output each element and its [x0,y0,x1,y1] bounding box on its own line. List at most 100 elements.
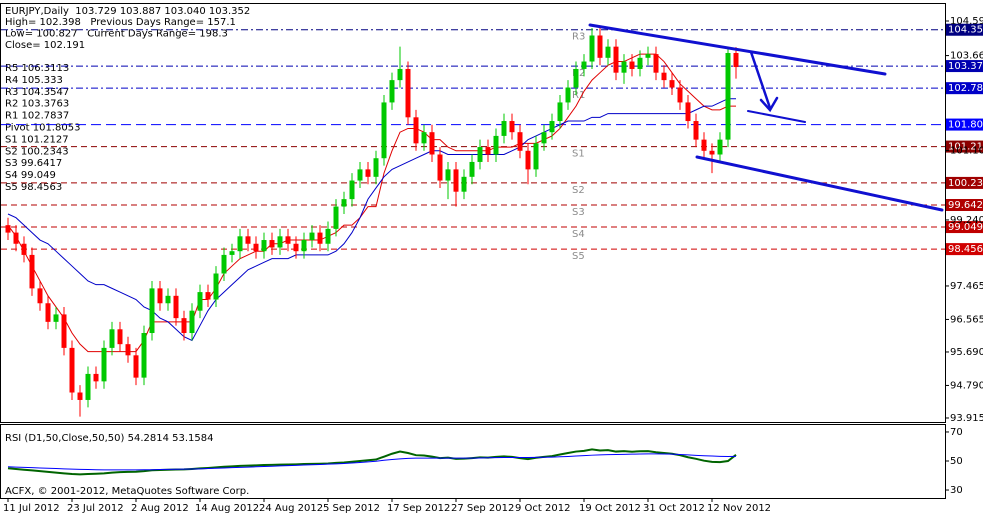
candle-body [629,61,635,69]
rsi-line [7,448,737,476]
candle-body [373,158,379,177]
candle-body [325,228,331,244]
candle-body [357,169,363,181]
price-box-label: 103.378 [948,61,983,72]
trend-line [695,155,944,212]
info-line: High= 102.398 Previous Days Range= 157.1 [5,17,236,28]
candle-body [245,236,251,244]
candle-body [125,344,131,356]
level-tag: S4 [572,229,585,240]
y-tick-label: 97.465 [950,281,983,292]
level-tag: R3 [572,32,585,43]
candle-body [157,288,163,304]
candle-body [5,225,11,233]
candle-body [725,53,731,140]
y-tick-label: 101.105 [950,146,983,157]
candle-body [589,35,595,62]
candle-body [389,80,395,103]
main-frame [0,3,946,423]
candle-body [677,87,683,103]
candle-body [173,295,179,319]
copyright: ACFX, © 2001-2012, MetaQuotes Software C… [5,486,249,497]
indicator-line [7,98,736,342]
candle-body [709,150,715,155]
candle-body [453,169,459,192]
x-tick-label: 19 Oct 2012 [579,503,641,514]
candle-body [485,147,491,155]
price-box-label: 104.355 [948,25,983,36]
candle-body [397,68,403,81]
price-box [946,199,983,212]
candle-body [261,240,267,252]
trend-lines [588,23,944,212]
candle-body [269,240,275,248]
y-tick-label: 50 [950,456,963,467]
y-tick-label: 70 [950,427,963,438]
candle-body [525,150,531,170]
candle-body [517,132,523,151]
candle-body [557,102,563,122]
price-box-label: 101.805 [948,120,983,131]
level-tag: R2 [572,68,585,79]
price-box-label: 99.642 [948,200,983,211]
candle-body [309,232,315,241]
candle-body [477,147,483,162]
candle-body [93,373,99,382]
candle-body [693,121,699,140]
candle-body [53,314,59,322]
candle-body [381,102,387,159]
candle-body [149,288,155,334]
price-box-label: 101.213 [948,142,983,153]
y-tick-label: 94.790 [950,380,983,391]
x-tick-label: 31 Oct 2012 [643,503,705,514]
candle-body [509,121,515,133]
info-line: R1 102.7837 [5,111,69,122]
candle-body [461,176,467,192]
candle-body [413,117,419,144]
info-line: R5 106.3113 [5,63,69,74]
candle-body [285,236,291,244]
candle-body [197,292,203,311]
candle-body [69,347,75,393]
x-tick-label: 27 Sep 2012 [451,503,514,514]
info-line: R2 103.3763 [5,99,69,110]
candle-body [717,139,723,155]
candle-body [405,68,411,118]
trend-line [588,23,887,76]
candle-body [301,240,307,252]
x-tick-label: 17 Sep 2012 [387,503,450,514]
candle-body [277,236,283,248]
candle-body [21,243,27,255]
candle-body [221,254,227,274]
candle-body [165,295,171,304]
candle-body [469,161,475,177]
price-box [946,118,983,131]
candle-body [237,236,243,252]
candle-body [685,102,691,122]
candle-body [229,251,235,255]
x-tick-label: 23 Jul 2012 [67,503,124,514]
y-tick-label: 96.565 [950,314,983,325]
candle-body [669,80,675,88]
level-tag: S1 [572,149,585,160]
price-box-label: 99.049 [948,222,983,233]
candle-body [565,87,571,103]
candle-body [293,243,299,252]
price-box [946,176,983,189]
info-line: R4 105.333 [5,75,63,86]
rsi-frame [0,424,946,499]
price-box-label: 100.236 [948,178,983,189]
candle-body [621,61,627,73]
candle-body [645,54,651,58]
candle-body [437,154,443,181]
candle-body [637,57,643,69]
rsi-line [7,453,737,471]
candle-body [141,333,147,378]
candle-body [77,392,83,400]
candle-body [429,132,435,155]
candle-body [205,292,211,300]
info-line: S4 99.049 [5,170,56,181]
candle-body [101,347,107,382]
candle-body [365,169,371,177]
